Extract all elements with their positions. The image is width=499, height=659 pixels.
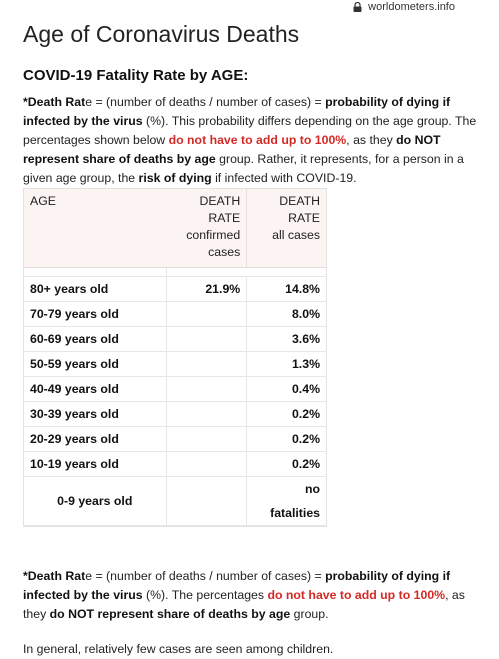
table-row: 30-39 years old 0.2%	[24, 401, 326, 427]
all-rate-cell: 0.2%	[246, 451, 326, 477]
confirmed-rate-cell	[165, 326, 247, 352]
all-rate-cell: 14.8%	[246, 276, 326, 302]
col-header-all[interactable]: DEATH RATE all cases	[246, 189, 326, 268]
confirmed-rate-cell	[165, 376, 247, 402]
col-header-confirmed[interactable]: DEATH RATE confirmed cases	[166, 189, 247, 268]
age-cell: 30-39 years old	[24, 401, 166, 427]
age-cell: 70-79 years old	[24, 301, 166, 327]
emphasis-red: do not have to add up to 100%	[168, 133, 347, 147]
confirmed-rate-cell	[165, 451, 247, 477]
all-rate-cell: 0.2%	[246, 401, 326, 427]
all-rate-cell: 0.4%	[246, 376, 326, 402]
col-header-age[interactable]: AGE	[24, 189, 166, 268]
age-cell: 40-49 years old	[24, 376, 166, 402]
browser-url-bar[interactable]: worldometers.info	[0, 0, 499, 16]
age-cell: 0-9 years old	[24, 476, 166, 526]
article: Age of Coronavirus Deaths COVID-19 Fatal…	[0, 20, 499, 659]
emphasis-red: do not have to add up to 100%	[267, 588, 446, 602]
age-cell: 80+ years old	[24, 276, 166, 302]
table-row: 40-49 years old 0.4%	[24, 376, 326, 402]
table-row: 50-59 years old 1.3%	[24, 351, 326, 377]
table-row: 0-9 years old no fatalities	[24, 476, 326, 526]
closing-paragraph: In general, relatively few cases are see…	[23, 642, 334, 656]
confirmed-rate-cell: 21.9%	[165, 276, 247, 302]
lock-icon	[353, 1, 362, 12]
confirmed-rate-cell	[165, 426, 247, 452]
table-row: 60-69 years old 3.6%	[24, 326, 326, 352]
table-row: 20-29 years old 0.2%	[24, 426, 326, 452]
age-cell: 50-59 years old	[24, 351, 166, 377]
table-row: 80+ years old 21.9% 14.8%	[24, 276, 326, 302]
confirmed-rate-cell	[165, 476, 247, 526]
age-cell: 10-19 years old	[24, 451, 166, 477]
page-title: Age of Coronavirus Deaths	[23, 21, 300, 47]
table-header-row: AGE DEATH RATE confirmed cases DEATH RAT…	[24, 189, 326, 268]
intro-paragraph: *Death Rate = (number of deaths / number…	[23, 95, 477, 185]
all-rate-cell: 1.3%	[246, 351, 326, 377]
age-cell: 20-29 years old	[24, 426, 166, 452]
all-rate-cell: 8.0%	[246, 301, 326, 327]
all-rate-cell: 0.2%	[246, 426, 326, 452]
browser-url[interactable]: worldometers.info	[368, 1, 455, 13]
age-cell: 60-69 years old	[24, 326, 166, 352]
confirmed-rate-cell	[165, 351, 247, 377]
confirmed-rate-cell	[165, 301, 247, 327]
footnote-paragraph: *Death Rate = (number of deaths / number…	[23, 569, 465, 621]
table-row: 70-79 years old 8.0%	[24, 301, 326, 327]
table-row: 10-19 years old 0.2%	[24, 451, 326, 477]
probability-phrase: probability of dying if infected by the …	[23, 95, 451, 128]
confirmed-rate-cell	[165, 401, 247, 427]
fatality-table: AGE DEATH RATE confirmed cases DEATH RAT…	[23, 188, 327, 527]
section-heading: COVID-19 Fatality Rate by AGE:	[23, 67, 249, 84]
death-rate-label: *Death Rat	[23, 95, 86, 109]
all-rate-cell: no fatalities	[246, 476, 326, 526]
all-rate-cell: 3.6%	[246, 326, 326, 352]
